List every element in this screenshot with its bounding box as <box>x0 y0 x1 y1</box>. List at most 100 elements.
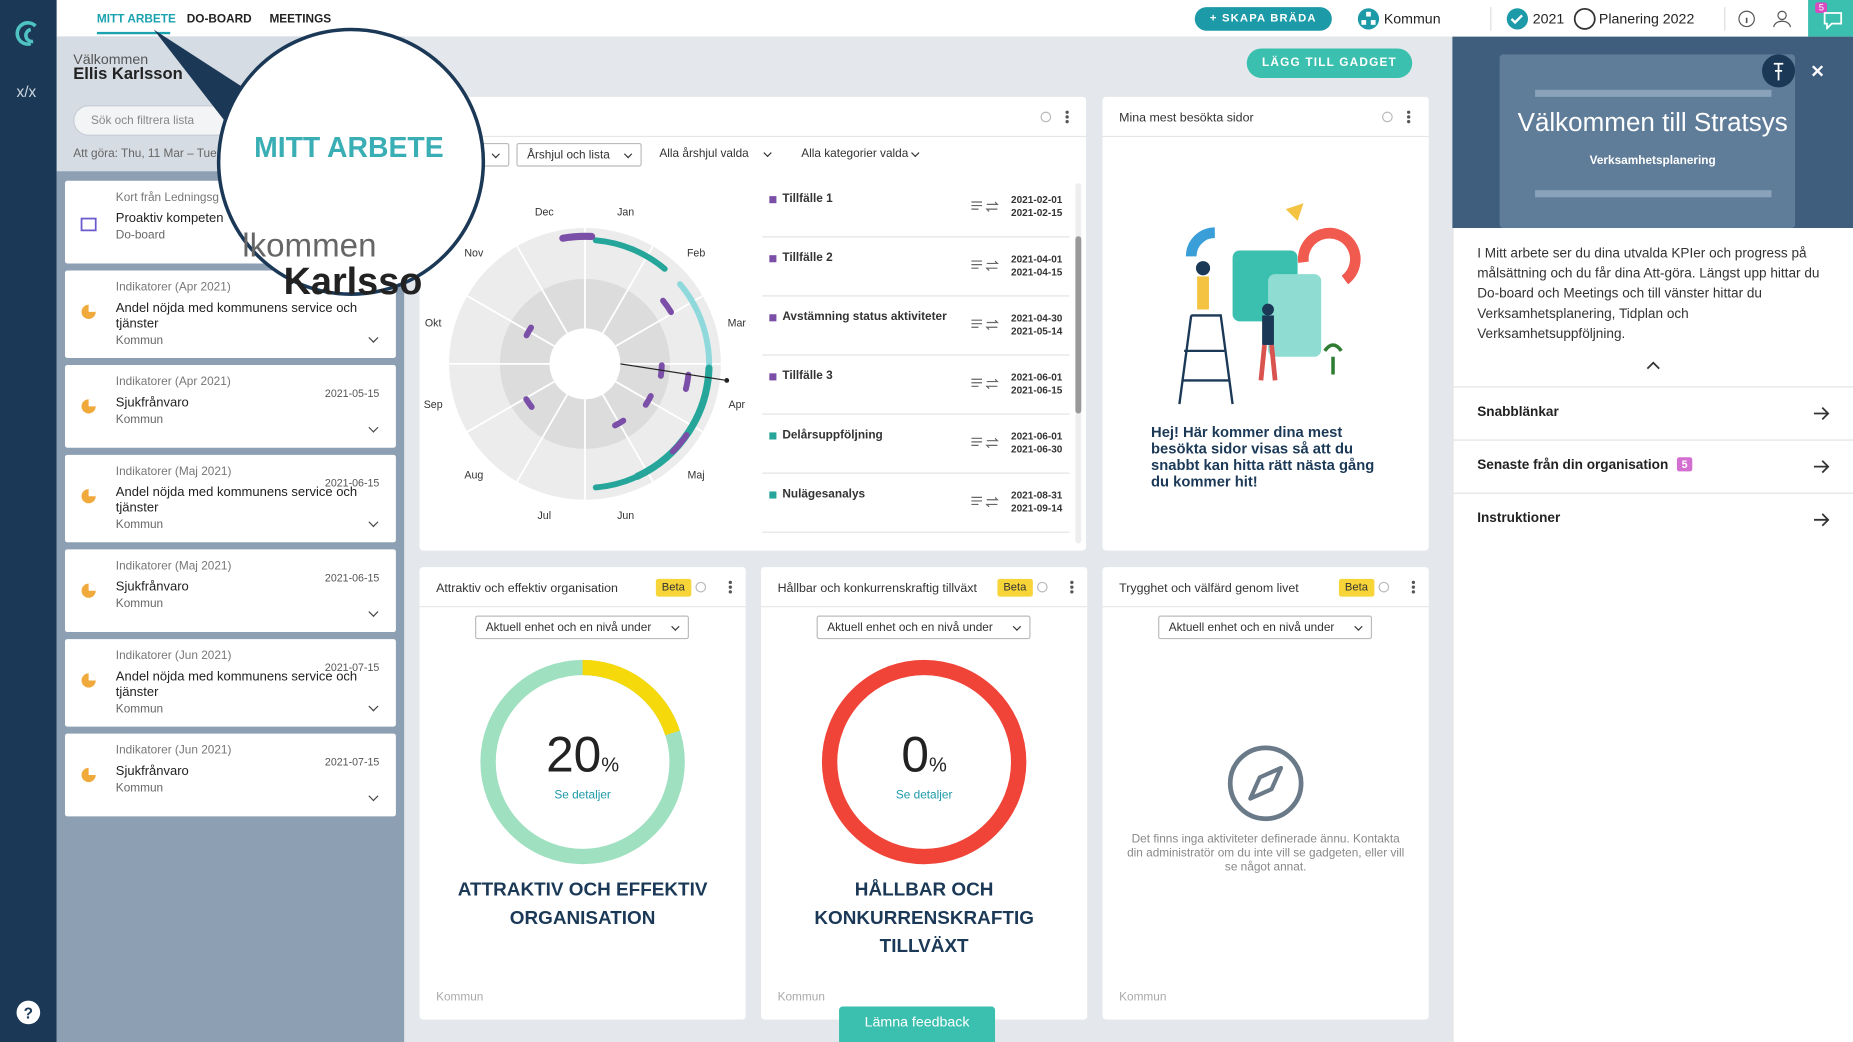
event-icons <box>971 319 999 331</box>
event-color <box>769 491 777 499</box>
month-label: Dec <box>535 207 555 219</box>
menu-dot <box>1407 120 1411 124</box>
gadget-header: Attraktiv och effektiv organisation Beta <box>419 567 746 608</box>
wheel-arc <box>669 432 690 455</box>
arrow <box>1814 460 1830 474</box>
month-label: Jan <box>617 207 634 219</box>
event-row[interactable]: Tillfälle 3 2021-06-01 2021-06-15 <box>762 354 1070 415</box>
board-icon <box>80 217 97 232</box>
pie-slice <box>88 399 96 407</box>
card-sub: Kommun <box>115 782 164 796</box>
filter-select[interactable]: Aktuell enhet och en nivå under <box>475 615 689 640</box>
todo-card[interactable]: Indikatorer (Jun 2021) Andel nöjda med ko… <box>64 639 396 727</box>
org-label[interactable]: Kommun <box>1383 10 1441 28</box>
month-label: Feb <box>687 247 705 259</box>
scroll-thumb[interactable] <box>1075 236 1082 414</box>
menu-dot <box>1411 580 1416 585</box>
filter-select[interactable]: Alla årshjul valda <box>649 142 780 167</box>
create-button[interactable]: + SKAPA BRÄDA <box>1194 7 1332 31</box>
card-title: Andel nöjda med kommunens service och tj… <box>115 669 358 700</box>
event-row[interactable]: Avstämning status aktiviteter 2021-04-30 2… <box>762 295 1070 356</box>
event-start: 2021-04-01 <box>1011 252 1063 265</box>
wheel-spoke <box>615 295 704 347</box>
todo-card[interactable]: Indikatorer (Maj 2021) Andel nöjda med ko… <box>64 454 396 543</box>
month-label: Apr <box>729 399 746 411</box>
event-icons <box>971 437 999 449</box>
menu-dot <box>1065 115 1069 119</box>
todo-card[interactable]: Indikatorer (Apr 2021) Sjukfrånvaro Kommun… <box>64 365 396 448</box>
wheel-arc <box>559 232 596 242</box>
event-start: 2021-06-01 <box>1011 370 1063 383</box>
wheel-spoke <box>516 394 569 482</box>
event-color <box>769 373 777 381</box>
gadget-title: Trygghet och välfärd genom livet <box>1119 581 1299 596</box>
menu-dot <box>1411 585 1416 589</box>
gadget-header: Trygghet och välfärd genom livet Beta <box>1102 567 1429 608</box>
kpi-value: 0% <box>761 727 1087 784</box>
scroll-track <box>1075 183 1082 544</box>
event-color <box>769 314 777 322</box>
card-sub: Kommun <box>115 702 164 716</box>
menu-dot <box>1070 585 1074 589</box>
divider <box>1724 7 1726 31</box>
filter-select[interactable]: Alla kategorier valda <box>791 142 928 167</box>
event-end: 2021-06-15 <box>1011 383 1063 396</box>
kpi-link[interactable]: Se detaljer <box>554 789 611 803</box>
event-end: 2021-06-30 <box>1011 443 1063 455</box>
menu-dot <box>1070 580 1074 585</box>
event-row[interactable]: Tillfälle 1 2021-02-01 2021-02-15 <box>762 177 1070 238</box>
beta-badge: Beta <box>1338 578 1374 597</box>
todo-card[interactable]: Indikatorer (Apr 2021) Andel nöjda med ko… <box>64 270 396 358</box>
event-name: Tillfälle 2 <box>782 251 833 265</box>
panel-link[interactable]: Instruktioner <box>1452 492 1853 547</box>
panel-link[interactable]: Senaste från din organisation 5 <box>1452 439 1853 493</box>
month-label: Nov <box>464 247 484 259</box>
todo-card[interactable]: Indikatorer (Jun 2021) Sjukfrånvaro Kommun… <box>64 733 396 817</box>
plan[interactable]: Planering 2022 <box>1598 10 1695 28</box>
event-name: Nulägesanalys <box>782 487 866 501</box>
month-label: Mar <box>728 318 747 330</box>
card-kind: Indikatorer (Apr 2021) <box>115 281 231 295</box>
kpi-gadget: Attraktiv och effektiv organisation Beta A… <box>419 567 746 1020</box>
arrow-icon <box>1814 406 1830 421</box>
month-label: Jun <box>617 510 634 522</box>
wheel-arc <box>523 324 535 339</box>
year-check <box>1506 8 1529 30</box>
feedback[interactable]: Lämna feedback <box>839 1006 996 1042</box>
filter-select[interactable]: Aktuell enhet och en nivå under <box>1158 615 1373 640</box>
add-gadget[interactable]: LÄGG TILL GADGET <box>1246 48 1413 78</box>
team-icon <box>1378 581 1390 593</box>
gadget-menu[interactable] <box>1367 109 1414 126</box>
wheel-spoke <box>466 295 555 347</box>
menu-dot <box>1407 115 1411 119</box>
gadget-menu[interactable] <box>1026 109 1073 126</box>
nav-item[interactable]: MEETINGS <box>269 12 332 26</box>
card-kind: Indikatorer (Maj 2021) <box>115 465 232 479</box>
kpi-link[interactable]: Se detaljer <box>895 789 953 803</box>
kpi-gadget: Trygghet och välfärd genom livet Beta Aktu… <box>1102 567 1429 1020</box>
card-icon <box>81 304 96 319</box>
donut <box>821 659 1027 865</box>
nav-item[interactable]: MITT ARBETE <box>96 12 176 26</box>
wheel-arc <box>682 371 692 392</box>
nav-item[interactable]: DO-BOARD <box>186 12 252 26</box>
event-row[interactable]: Nulägesanalys 2021-08-31 2021-09-14 <box>762 473 1070 533</box>
wheel-spoke <box>466 380 555 433</box>
wheel-arc <box>592 468 650 491</box>
pie-slice <box>88 673 96 681</box>
event-row[interactable]: Tillfälle 2 2021-04-01 2021-04-15 <box>762 236 1070 297</box>
card-date: 2021-06-15 <box>324 571 380 584</box>
pie-slice <box>88 489 96 497</box>
filter-select[interactable]: Aktuell enhet och en nivå under <box>816 615 1031 640</box>
year[interactable]: 2021 <box>1532 10 1565 28</box>
panel-link[interactable]: Snabblänkar <box>1452 386 1853 440</box>
panel-controls[interactable] <box>1761 53 1832 88</box>
todo-card[interactable]: Indikatorer (Maj 2021) Sjukfrånvaro Kommun… <box>64 549 396 633</box>
arrow <box>1814 406 1830 421</box>
event-start: 2021-04-30 <box>1011 311 1063 324</box>
notification-badge: 5 <box>1815 2 1828 13</box>
notifications[interactable]: 5 <box>1808 0 1853 37</box>
filter-select[interactable]: Årshjul och lista <box>516 142 642 167</box>
collapse[interactable] <box>1645 359 1662 371</box>
event-row[interactable]: Delårsuppföljning 2021-06-01 2021-06-30 <box>762 413 1070 474</box>
